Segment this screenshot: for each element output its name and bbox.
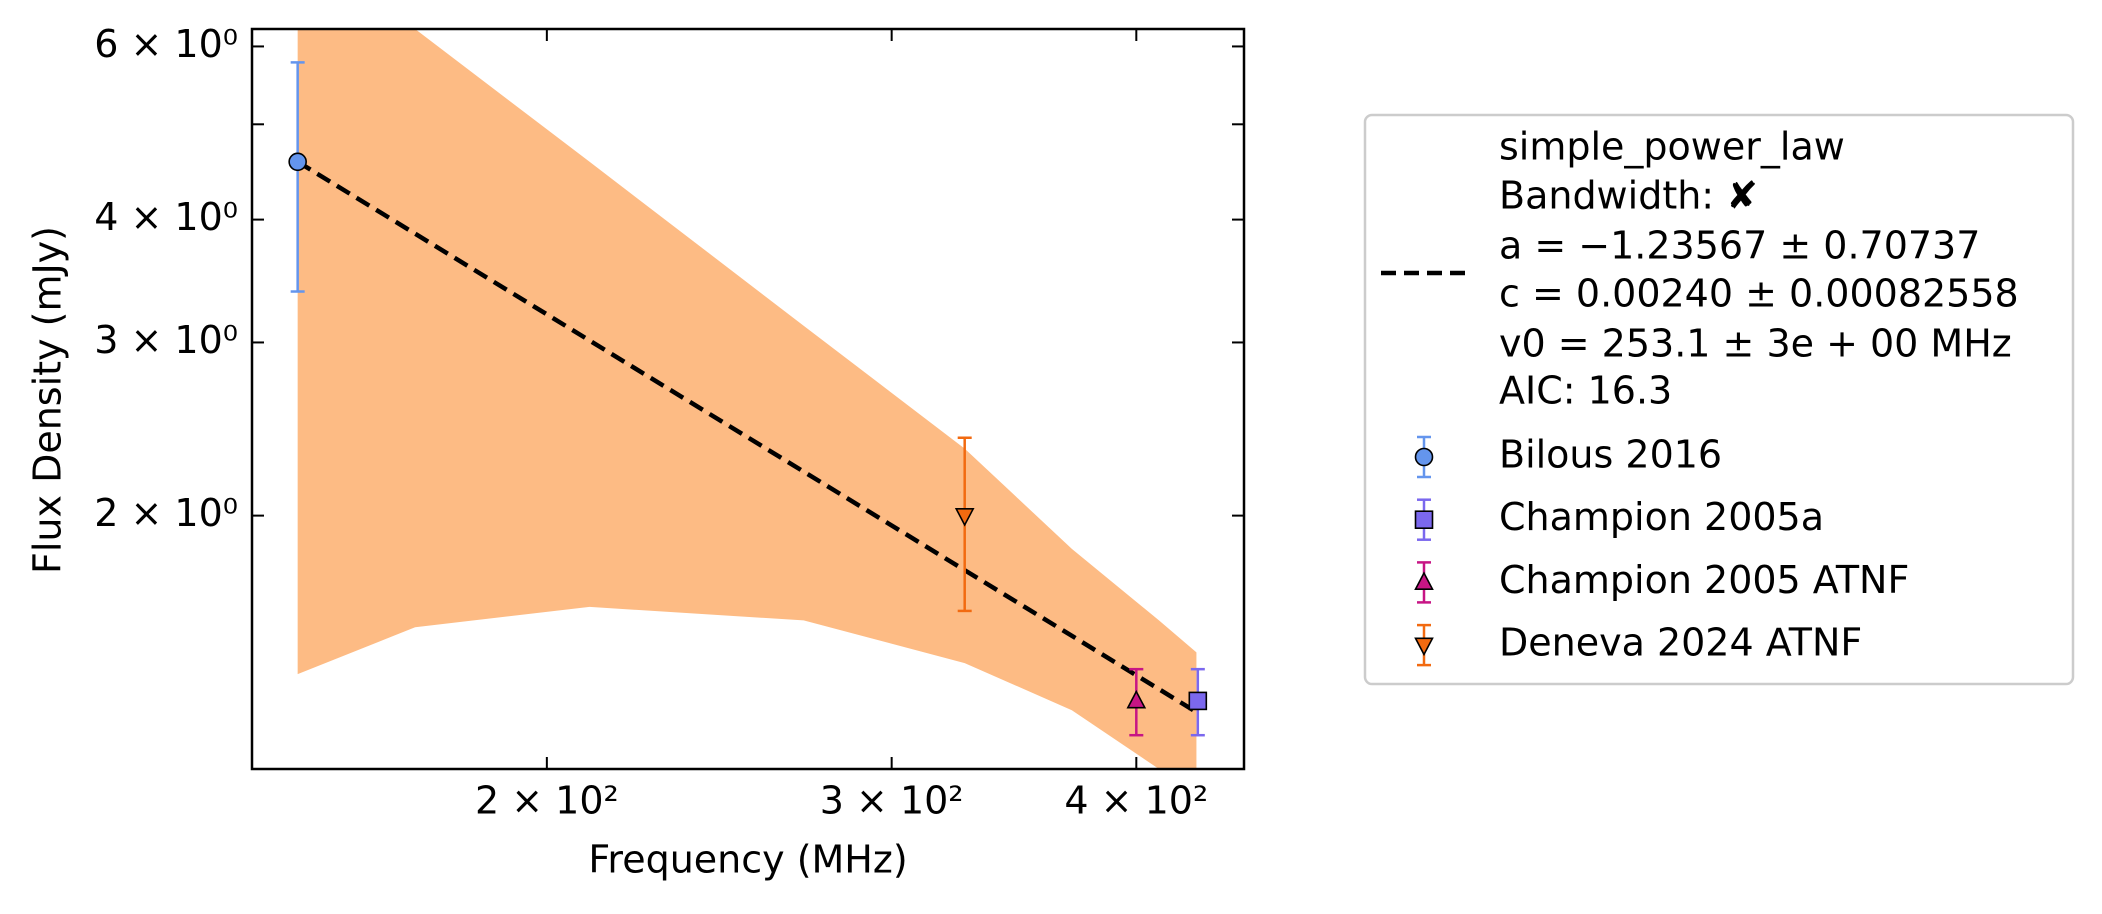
legend-label: AIC: 16.3 — [1499, 369, 1672, 413]
legend-label: v0 = 253.1 ± 3e + 00 MHz — [1499, 322, 2012, 366]
y-axis-label: Flux Density (mJy) — [26, 226, 70, 574]
legend-label: Champion 2005 ATNF — [1499, 558, 1909, 602]
plot-frame — [250, 27, 1246, 771]
x-tick-label: 3 × 10² — [820, 779, 964, 823]
marker — [1414, 447, 1434, 467]
legend-label: Deneva 2024 ATNF — [1499, 621, 1862, 665]
x-tick-label: 2 × 10² — [475, 779, 619, 823]
marker — [1188, 691, 1208, 711]
legend: simple_power_law Bandwidth: ✘ a = −1.23567… — [1381, 125, 2019, 667]
legend-label: Champion 2005a — [1499, 495, 1824, 539]
y-tick-label: 2 × 10⁰ — [94, 491, 238, 535]
x-axis-label: Frequency (MHz) — [588, 838, 907, 882]
legend-label: Bandwidth: ✘ — [1499, 174, 1758, 218]
error-bar — [290, 61, 305, 293]
plot-area — [288, 29, 1208, 769]
marker — [1414, 637, 1434, 657]
marker — [1414, 510, 1434, 530]
legend-label: c = 0.00240 ± 0.00082558 — [1499, 272, 2019, 316]
y-tick-label: 6 × 10⁰ — [94, 22, 238, 66]
legend-label: a = −1.23567 ± 0.70737 — [1499, 224, 1980, 268]
legend-label: Bilous 2016 — [1499, 433, 1722, 477]
marker — [1126, 689, 1147, 709]
legend-box — [1363, 113, 2075, 686]
marker — [1414, 571, 1434, 591]
confidence-band — [297, 29, 1197, 769]
marker — [288, 152, 307, 172]
fit-line — [296, 159, 1199, 715]
x-tick-label: 4 × 10² — [1064, 779, 1208, 823]
y-tick-label: 3 × 10⁰ — [94, 318, 238, 362]
legend-label: simple_power_law — [1499, 125, 1845, 169]
y-tick-label: 4 × 10⁰ — [94, 195, 238, 239]
marker — [954, 508, 975, 527]
